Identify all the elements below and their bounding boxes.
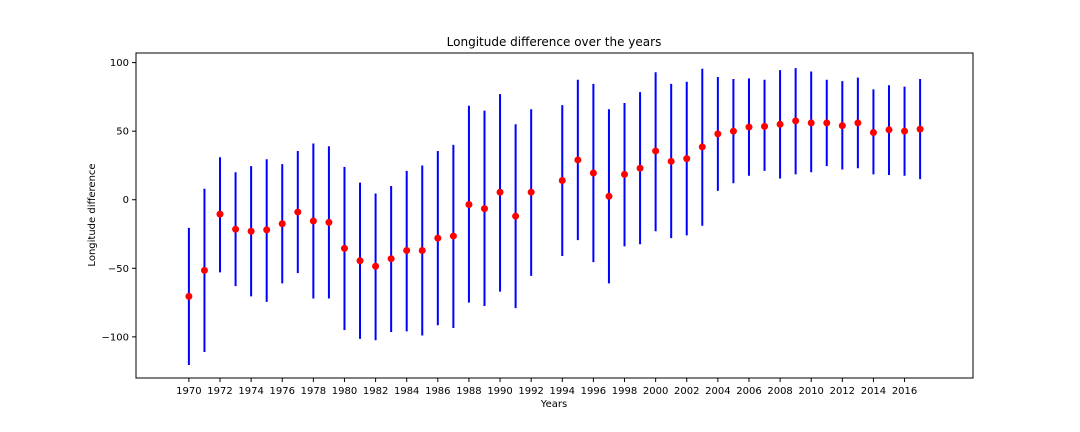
data-point xyxy=(698,143,706,151)
data-point xyxy=(200,266,208,274)
data-point xyxy=(885,126,893,134)
x-axis-ticks: 1970 1972 1974 1976 1978 1980 1982 1984 1986 1988… xyxy=(176,378,917,397)
data-point xyxy=(838,122,846,130)
data-point xyxy=(356,257,364,265)
x-tick-label: 1994 xyxy=(550,386,575,397)
x-tick-label: 1988 xyxy=(456,386,481,397)
x-tick-label: 2016 xyxy=(892,386,917,397)
x-tick-label: 1984 xyxy=(394,386,419,397)
y-tick-label: 0 xyxy=(123,195,129,206)
x-tick-label: 2010 xyxy=(798,386,823,397)
data-point xyxy=(745,123,753,131)
data-point xyxy=(621,170,629,178)
y-tick-label: 50 xyxy=(116,127,129,138)
data-point xyxy=(216,210,224,218)
data-point xyxy=(496,188,504,196)
data-point xyxy=(309,217,317,225)
data-point xyxy=(729,127,737,135)
data-point xyxy=(465,201,473,209)
x-tick-label: 1978 xyxy=(301,386,326,397)
plot-area xyxy=(135,52,974,379)
data-point xyxy=(263,226,271,234)
x-tick-label: 2002 xyxy=(674,386,699,397)
y-tick-label: 100 xyxy=(110,58,129,69)
x-tick-label: 2004 xyxy=(705,386,730,397)
y-tick-label: −50 xyxy=(108,264,129,275)
data-point xyxy=(325,218,333,226)
x-tick-label: 1996 xyxy=(581,386,606,397)
x-tick-label: 1990 xyxy=(487,386,512,397)
data-point xyxy=(449,232,457,240)
x-tick-label: 2012 xyxy=(830,386,855,397)
data-point xyxy=(434,234,442,242)
data-point xyxy=(294,208,302,216)
x-tick-label: 2006 xyxy=(736,386,761,397)
data-point xyxy=(372,262,380,270)
data-point xyxy=(340,244,348,252)
marker-group xyxy=(185,117,924,300)
data-point xyxy=(652,147,660,155)
x-tick-label: 2014 xyxy=(861,386,886,397)
data-point xyxy=(574,156,582,164)
data-point xyxy=(185,292,193,300)
data-point xyxy=(278,220,286,228)
data-point xyxy=(714,130,722,138)
data-point xyxy=(403,246,411,254)
data-point xyxy=(916,125,924,133)
x-tick-label: 1974 xyxy=(238,386,263,397)
data-point xyxy=(807,119,815,127)
y-axis-ticks: −100 −50 0 50 100 xyxy=(102,58,136,343)
data-point xyxy=(512,212,520,220)
x-tick-label: 1980 xyxy=(332,386,357,397)
y-tick-label: −100 xyxy=(102,332,129,343)
data-point xyxy=(247,227,255,235)
data-point xyxy=(527,188,535,196)
data-point xyxy=(854,119,862,127)
data-point xyxy=(558,177,566,185)
x-tick-label: 1992 xyxy=(518,386,543,397)
data-point xyxy=(418,246,426,254)
x-tick-label: 1970 xyxy=(176,386,201,397)
data-point xyxy=(901,127,909,135)
data-point xyxy=(480,205,488,213)
data-point xyxy=(387,255,395,263)
data-point xyxy=(869,129,877,137)
data-point xyxy=(776,120,784,128)
x-tick-label: 1976 xyxy=(270,386,295,397)
data-point xyxy=(683,155,691,163)
chart-title: Longitude difference over the years xyxy=(447,35,662,49)
data-point xyxy=(667,157,675,165)
data-point xyxy=(823,119,831,127)
x-tick-label: 1972 xyxy=(207,386,232,397)
data-point xyxy=(589,169,597,177)
data-point xyxy=(792,117,800,125)
y-axis-label: Longitude difference xyxy=(87,163,98,266)
x-tick-label: 1986 xyxy=(425,386,450,397)
x-tick-label: 2000 xyxy=(643,386,668,397)
data-point xyxy=(605,192,613,200)
x-tick-label: 1998 xyxy=(612,386,637,397)
x-tick-label: 2008 xyxy=(767,386,792,397)
x-tick-label: 1982 xyxy=(363,386,388,397)
x-axis-label: Years xyxy=(540,399,567,410)
data-point xyxy=(232,225,240,233)
data-point xyxy=(636,164,644,172)
data-point xyxy=(761,122,769,130)
